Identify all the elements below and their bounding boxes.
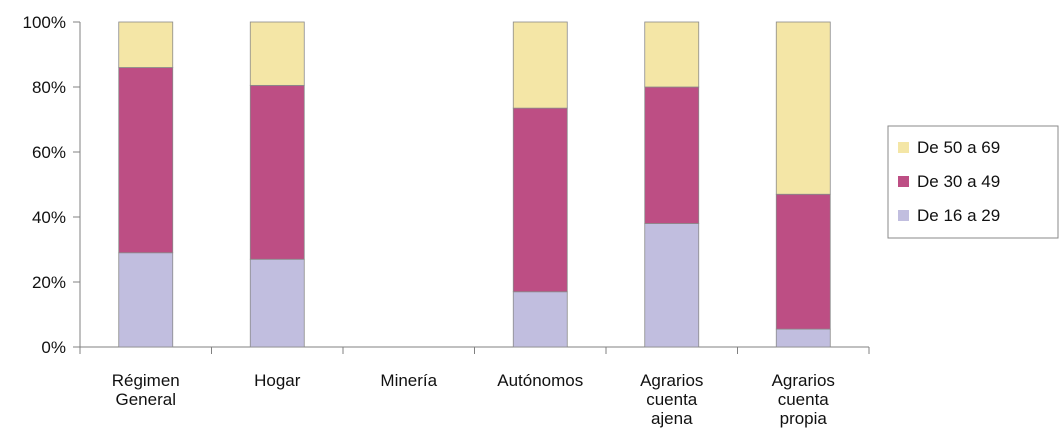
x-category-label: Agrarios cuenta ajena — [640, 371, 703, 428]
x-category-label-line: ajena — [651, 409, 693, 428]
plot-area: 0% 20% 40% 60% 80% 100% Régimen General Hogar Min… — [23, 13, 870, 428]
bar-segment-de-50-a-69 — [775, 21, 831, 195]
legend-label: De 50 a 69 — [917, 138, 1000, 157]
bar-segment-de-16-a-29 — [249, 258, 305, 348]
legend-swatch — [898, 176, 909, 187]
x-category-label-line: Autónomos — [497, 371, 583, 390]
x-category-label: Autónomos — [497, 371, 583, 390]
x-category-label: Régimen General — [112, 371, 180, 409]
bar-segment-de-16-a-29 — [644, 223, 700, 348]
bar-segment-de-50-a-69 — [249, 21, 305, 86]
x-category-label-line: propia — [780, 409, 828, 428]
bar-segment-de-16-a-29 — [118, 252, 174, 348]
x-category-label: Agrarios cuenta propia — [772, 371, 835, 428]
bar-segment-de-16-a-29 — [512, 291, 568, 348]
x-category-label-line: Agrarios — [640, 371, 703, 390]
y-tick-label: 20% — [32, 273, 66, 292]
x-category-label-line: Régimen — [112, 371, 180, 390]
bar-segment-de-50-a-69 — [118, 21, 174, 68]
legend-box — [887, 125, 1059, 239]
legend-swatch — [898, 210, 909, 221]
bar-segment-de-50-a-69 — [512, 21, 568, 109]
bar-segment-de-30-a-49 — [775, 193, 831, 330]
x-category-label-line: Hogar — [254, 371, 301, 390]
x-category-label: Minería — [380, 371, 437, 390]
legend: De 50 a 69 De 30 a 49 De 16 a 29 — [887, 125, 1059, 239]
bar-segment-de-16-a-29 — [775, 328, 831, 348]
x-category-label: Hogar — [254, 371, 301, 390]
x-category-label-line: cuenta — [646, 390, 698, 409]
x-category-label-line: Minería — [380, 371, 437, 390]
y-tick-label: 100% — [23, 13, 66, 32]
legend-label: De 16 a 29 — [917, 206, 1000, 225]
x-category-label-line: cuenta — [778, 390, 830, 409]
y-tick-label: 40% — [32, 208, 66, 227]
bar-segment-de-50-a-69 — [644, 21, 700, 88]
x-category-label-line: General — [116, 390, 176, 409]
bar-segment-de-30-a-49 — [118, 67, 174, 254]
legend-swatch — [898, 142, 909, 153]
y-tick-label: 60% — [32, 143, 66, 162]
y-tick-label: 0% — [41, 338, 66, 357]
bar-segment-de-30-a-49 — [249, 84, 305, 260]
bar-segment-de-30-a-49 — [512, 107, 568, 293]
y-tick-label: 80% — [32, 78, 66, 97]
legend-label: De 30 a 49 — [917, 172, 1000, 191]
bar-segment-de-30-a-49 — [644, 86, 700, 224]
x-category-label-line: Agrarios — [772, 371, 835, 390]
